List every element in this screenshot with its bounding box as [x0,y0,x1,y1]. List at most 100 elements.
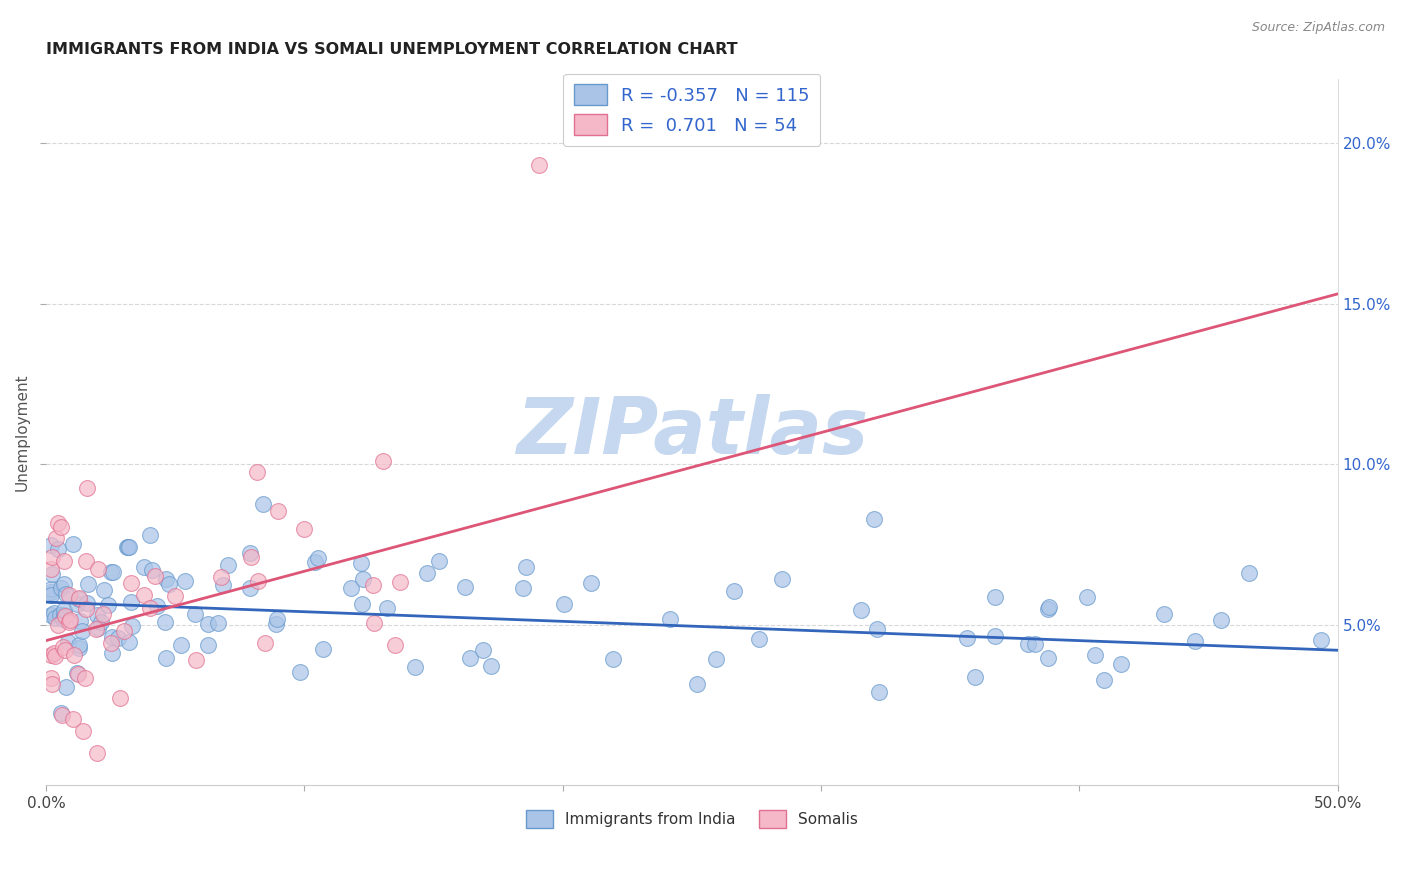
Point [39,538,62,552]
Point [58,588,80,602]
Point [454,580,477,594]
Point [247,574,270,588]
Point [39,584,62,599]
Point [53,554,76,568]
Point [658,612,681,626]
Point [174,574,197,589]
Point [75,602,97,616]
Point [849,603,872,617]
Point [75,554,97,568]
Point [384,638,406,652]
Point [139,527,162,541]
Point [155,573,177,587]
Point [983,590,1005,604]
Point [67,667,90,681]
Point [39,588,62,602]
Point [39,671,62,685]
Point [87,562,110,576]
Point [1084,648,1107,663]
Point [51,581,73,595]
Text: IMMIGRANTS FROM INDIA VS SOMALI UNEMPLOYMENT CORRELATION CHART: IMMIGRANTS FROM INDIA VS SOMALI UNEMPLOY… [46,42,738,57]
Point [46,617,69,632]
Point [134,560,156,574]
Point [184,607,207,622]
Point [103,566,125,580]
Point [963,670,986,684]
Point [1017,637,1039,651]
Point [553,597,575,611]
Point [512,581,534,595]
Point [350,598,373,612]
Point [1237,566,1260,581]
Point [686,676,709,690]
Point [53,577,76,591]
Point [44,648,66,663]
Point [67,591,90,605]
Point [41,550,63,565]
Point [184,653,207,667]
Point [389,574,412,589]
Point [39,648,62,662]
Point [155,650,177,665]
Point [41,677,63,691]
Point [112,624,135,638]
Point [770,572,793,586]
Point [76,482,98,496]
Point [239,581,262,595]
Point [115,541,138,555]
Point [581,576,603,591]
Point [51,708,73,723]
Point [117,540,139,554]
Point [70,624,93,638]
Point [41,567,63,582]
Point [55,587,77,601]
Point [304,556,326,570]
Point [67,592,90,607]
Point [52,640,75,655]
Point [73,671,96,685]
Point [862,512,884,526]
Point [602,652,624,666]
Point [97,598,120,612]
Point [72,724,94,739]
Point [352,572,374,586]
Point [120,576,142,591]
Point [58,615,80,629]
Point [163,589,186,603]
Point [86,746,108,760]
Point [93,583,115,598]
Point [62,537,84,551]
Point [52,612,75,626]
Point [217,558,239,573]
Point [62,712,84,726]
Point [118,635,141,649]
Point [66,597,89,611]
Point [197,617,219,632]
Point [361,578,384,592]
Point [377,600,399,615]
Point [254,635,277,649]
Point [1153,607,1175,622]
Point [143,569,166,583]
Point [46,516,69,531]
Point [100,646,122,660]
Point [53,643,76,657]
Point [108,691,131,706]
Point [866,622,889,636]
Point [51,706,73,721]
Point [120,595,142,609]
Point [363,615,385,630]
Point [288,665,311,679]
Point [100,636,122,650]
Point [69,615,91,629]
Point [515,560,537,574]
Point [209,570,232,584]
Point [77,576,100,591]
Point [46,542,69,557]
Point [404,659,426,673]
Point [39,582,62,596]
Point [87,621,110,635]
Point [1109,657,1132,671]
Point [416,566,439,580]
Point [207,616,229,631]
